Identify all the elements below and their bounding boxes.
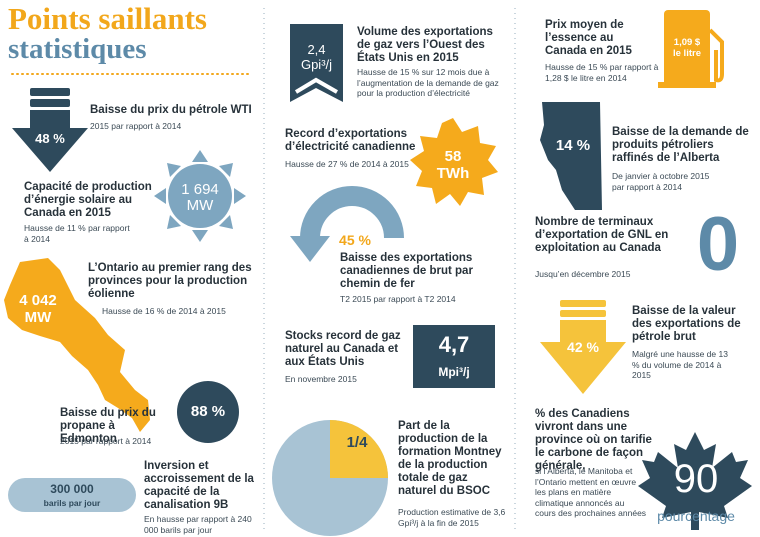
item-title: % des Canadiens vivront dans une provinc… bbox=[535, 408, 652, 472]
figure: 14 % bbox=[555, 137, 591, 154]
item-note: Hausse de 15 % sur 12 mois due à l’augme… bbox=[357, 67, 499, 98]
figure: 90 bbox=[673, 457, 719, 501]
pipeline-pill bbox=[8, 478, 136, 512]
figure: 4 042 MW bbox=[8, 292, 68, 326]
gas-pump bbox=[658, 10, 724, 88]
item-title: Part de la production de la formation Mo… bbox=[398, 420, 502, 497]
figure-circle bbox=[177, 381, 239, 443]
item-note: De janvier à octobre 2015 par rapport à … bbox=[612, 171, 710, 192]
down-arrow bbox=[540, 300, 626, 394]
item-title: Baisse du prix du propane à Edmonton bbox=[60, 407, 156, 445]
figure-unit: MW bbox=[24, 309, 52, 326]
item-title: Capacité de production d’énergie solaire… bbox=[24, 181, 152, 219]
item-note: En novembre 2015 bbox=[285, 374, 357, 384]
ontario-map bbox=[4, 258, 150, 432]
starburst bbox=[410, 118, 498, 206]
figure: 58 TWh bbox=[421, 148, 485, 182]
figure-value: 4,7 bbox=[438, 332, 470, 357]
maple-leaf bbox=[638, 432, 752, 530]
item-title: L’Ontario au premier rang des provinces … bbox=[88, 262, 252, 300]
figure-unit: TWh bbox=[436, 165, 470, 182]
figure: 1/4 bbox=[346, 434, 368, 451]
figure-unit: Mpi³/j bbox=[438, 365, 470, 379]
figure-value: 1 694 bbox=[181, 181, 219, 198]
item-title: Baisse de la valeur des exportations de … bbox=[632, 305, 741, 343]
item-note: si l’Alberta, le Manitoba et l’Ontario m… bbox=[535, 466, 647, 518]
figure-value: 58 bbox=[444, 148, 462, 165]
header-title: Points saillants bbox=[8, 1, 207, 36]
sun-icon bbox=[154, 150, 246, 242]
item-title: Record d’exportations d’électricité cana… bbox=[285, 128, 416, 153]
item-note: Jusqu’en décembre 2015 bbox=[535, 269, 631, 279]
figure: 1,09 $ le litre bbox=[664, 37, 710, 59]
figure: 300 000 barils par jour bbox=[8, 483, 136, 510]
figure-value: 4 042 bbox=[19, 292, 57, 309]
storage-box bbox=[413, 325, 495, 388]
item-note: Malgré une hausse de 13 % du volume de 2… bbox=[632, 349, 728, 380]
figure-unit: le litre bbox=[673, 48, 701, 59]
item-title: Volume des exportations de gaz vers l’Ou… bbox=[357, 26, 493, 64]
gas-box bbox=[290, 24, 343, 102]
figure-unit: Gpi³/j bbox=[300, 57, 333, 72]
item-note: T2 2015 par rapport à T2 2014 bbox=[340, 294, 456, 304]
item-note: Hausse de 27 % de 2014 à 2015 bbox=[285, 159, 409, 169]
item-note: Hausse de 16 % de 2014 à 2015 bbox=[102, 306, 226, 316]
item-title: Baisse des exportations canadiennes de b… bbox=[340, 252, 473, 290]
figure: 48 % bbox=[35, 131, 65, 146]
figure: 0 bbox=[696, 202, 740, 287]
figure: 1 694 MW bbox=[168, 182, 232, 214]
figure-unit: barils par jour bbox=[43, 498, 101, 508]
curved-arrow bbox=[290, 186, 404, 262]
item-title: Baisse de la demande de produits pétroli… bbox=[612, 126, 749, 164]
item-title: Stocks record de gaz naturel au Canada e… bbox=[285, 330, 401, 368]
item-note: 2015 par rapport à 2014 bbox=[90, 121, 182, 131]
item-title: Prix moyen de l’essence au Canada en 201… bbox=[545, 19, 632, 57]
item-title: Nombre de terminaux d’exportation de GNL… bbox=[535, 216, 669, 254]
item-note: Hausse de 15 % par rapport à 1,28 $ le l… bbox=[545, 62, 659, 83]
figure-value: 300 000 bbox=[50, 482, 94, 496]
figure: 45 % bbox=[339, 232, 371, 248]
header-subtitle: statistiques bbox=[8, 33, 147, 65]
item-title: Baisse du prix du pétrole WTI bbox=[90, 104, 252, 116]
figure: 88 % bbox=[190, 403, 226, 420]
figure: 42 % bbox=[567, 339, 599, 355]
item-note: En hausse par rapport à 240 000 barils p… bbox=[144, 514, 252, 535]
figure-unit: MW bbox=[186, 197, 214, 214]
item-title: Inversion et accroissement de la capacit… bbox=[144, 460, 254, 511]
down-arrow bbox=[12, 88, 88, 172]
pie bbox=[272, 420, 388, 536]
figure: 4,7 Mpi³/j bbox=[413, 333, 495, 384]
item-note: Production estimative de 3,6 Gpi³/j à la… bbox=[398, 507, 506, 528]
figure-value: 2,4 bbox=[307, 42, 326, 57]
figure-value: 1,09 $ bbox=[673, 37, 701, 48]
figure: 2,4 Gpi³/j bbox=[290, 42, 343, 72]
alberta-map bbox=[540, 102, 602, 210]
item-note: Hausse de 11 % par rapport à 2014 bbox=[24, 223, 130, 244]
item-note: 2015 par rapport à 2014 bbox=[60, 436, 152, 446]
figure-unit: pourcentage bbox=[657, 508, 735, 524]
